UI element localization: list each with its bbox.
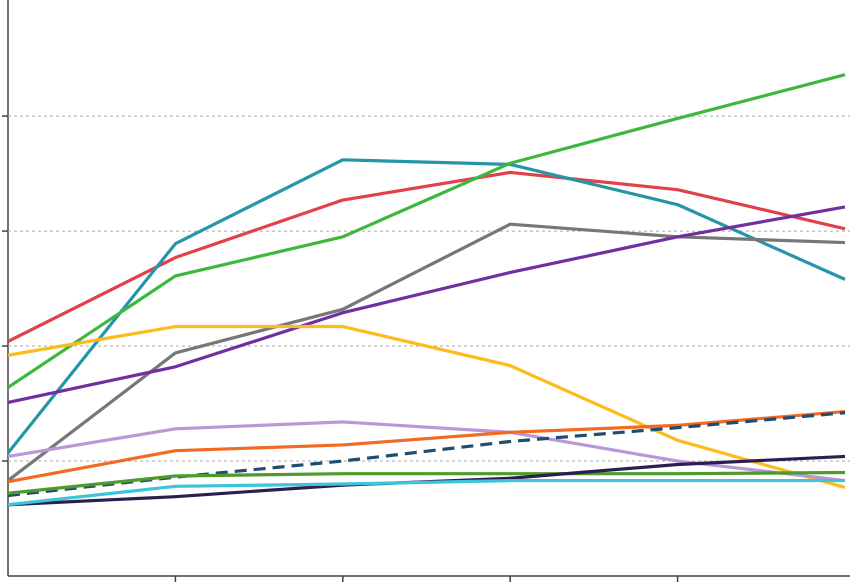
series-line — [7, 205, 846, 404]
series-line — [7, 470, 846, 495]
series-line — [7, 324, 846, 490]
series-line — [7, 409, 846, 484]
series-line — [7, 222, 846, 482]
series-line — [7, 478, 845, 507]
series-line — [7, 73, 846, 389]
series-line — [6, 158, 846, 454]
series-line — [7, 170, 846, 343]
